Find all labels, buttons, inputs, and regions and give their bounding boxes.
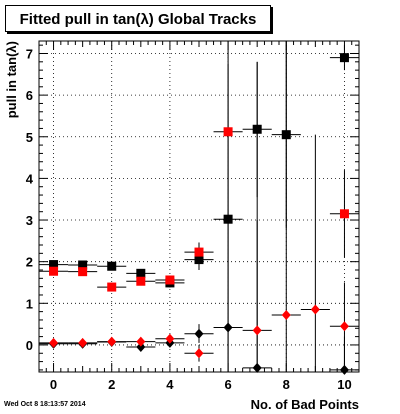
x-tick-label: 10 xyxy=(337,377,351,392)
data-point xyxy=(281,309,291,320)
data-point xyxy=(78,267,88,277)
data-point xyxy=(223,322,233,333)
data-point xyxy=(165,333,175,344)
data-point xyxy=(194,328,204,339)
x-tick-label: 0 xyxy=(50,377,57,392)
y-tick-label: 4 xyxy=(26,171,34,186)
data-point xyxy=(107,261,117,271)
x-tick-label: 4 xyxy=(166,377,174,392)
data-marks xyxy=(39,41,359,375)
data-point xyxy=(136,276,146,286)
data-point xyxy=(107,336,117,347)
data-point xyxy=(310,304,320,315)
chart-title: Fitted pull in tan(λ) Global Tracks xyxy=(5,5,271,32)
data-point xyxy=(78,260,88,270)
data-point xyxy=(252,325,262,336)
data-point xyxy=(339,321,349,332)
y-tick-label: 2 xyxy=(26,255,33,270)
data-point xyxy=(339,53,349,63)
axes: 0 2 4 6 8 10 0 1 2 3 4 5 6 7 xyxy=(26,40,360,392)
series-0 xyxy=(39,41,359,372)
data-point xyxy=(194,247,204,257)
data-point xyxy=(136,268,146,278)
x-tick-label: 2 xyxy=(108,377,115,392)
y-tick-label: 5 xyxy=(26,130,33,145)
data-point xyxy=(223,127,233,137)
y-tick-label: 0 xyxy=(26,338,33,353)
y-tick-label: 1 xyxy=(26,296,33,311)
x-tick-label: 6 xyxy=(224,377,231,392)
data-point xyxy=(194,348,204,359)
y-tick-label: 6 xyxy=(26,88,33,103)
y-tick-label: 7 xyxy=(26,46,33,61)
data-point xyxy=(339,209,349,219)
data-point xyxy=(49,337,59,348)
timestamp: Wed Oct 8 18:13:57 2014 xyxy=(4,401,86,408)
data-point xyxy=(136,342,146,353)
data-point xyxy=(165,275,175,285)
grid-lines xyxy=(39,41,359,372)
y-tick-label: 3 xyxy=(26,213,33,228)
data-point xyxy=(78,337,88,348)
data-point xyxy=(49,266,59,276)
plot-frame xyxy=(38,40,360,373)
x-axis-label: No. of Bad Points xyxy=(251,397,359,412)
data-point xyxy=(49,260,59,270)
series-3 xyxy=(39,41,359,372)
x-tick-label: 8 xyxy=(283,377,290,392)
series-1 xyxy=(39,63,359,292)
data-point xyxy=(107,282,117,292)
data-point xyxy=(136,336,146,347)
y-axis-label: pull in tan(λ) xyxy=(4,41,19,118)
